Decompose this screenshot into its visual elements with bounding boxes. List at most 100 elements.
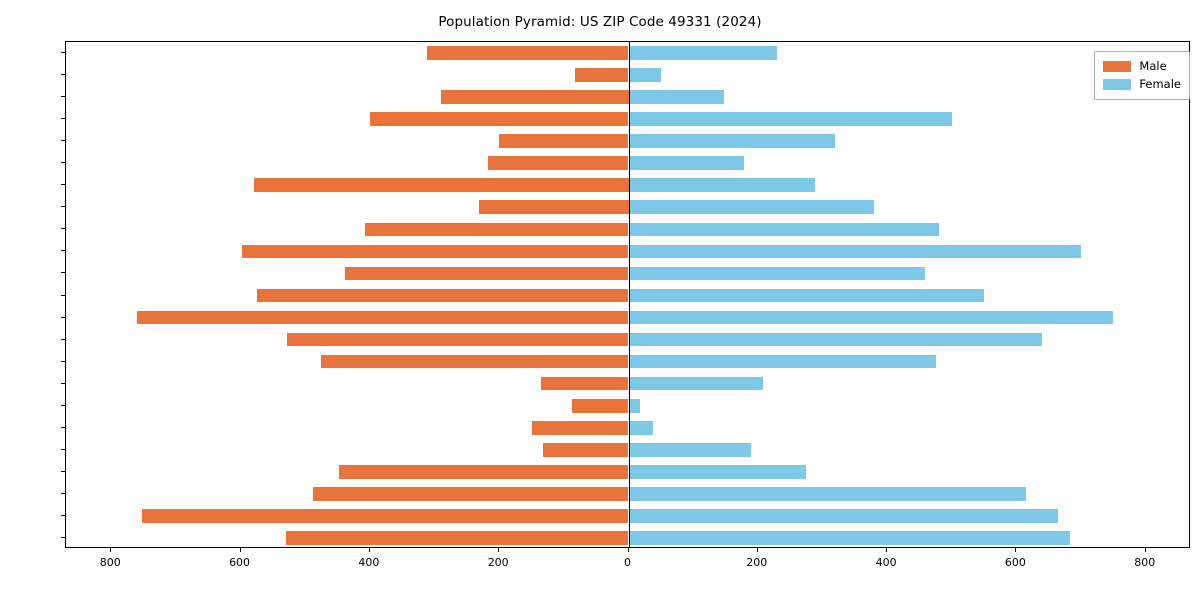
pyramid-row (66, 222, 1189, 237)
chart-legend: Male Female (1094, 51, 1190, 100)
bar-male (531, 420, 629, 435)
x-axis-tick-label: 800 (99, 556, 121, 569)
y-axis-tick-mark (61, 250, 65, 252)
y-axis-tick-mark (61, 206, 65, 208)
y-axis-tick-mark (61, 74, 65, 76)
pyramid-row (66, 244, 1189, 259)
plot-area (65, 41, 1190, 548)
zero-axis-line (628, 42, 630, 547)
x-axis-tick-mark (239, 548, 241, 552)
pyramid-row (66, 420, 1189, 435)
pyramid-row (66, 442, 1189, 457)
y-axis-tick-mark (61, 184, 65, 186)
bar-female (628, 332, 1043, 347)
y-axis-tick-mark (61, 140, 65, 142)
y-axis-tick-mark (61, 404, 65, 406)
pyramid-row (66, 68, 1189, 82)
bar-male (257, 288, 629, 303)
bar-female (628, 222, 939, 237)
bar-male (321, 354, 629, 369)
x-axis-tick-mark (886, 548, 888, 552)
bar-female (628, 200, 875, 215)
x-axis-tick-label: 800 (1134, 556, 1156, 569)
bar-male (142, 509, 629, 523)
bar-male (137, 310, 629, 325)
bar-male (571, 398, 629, 413)
legend-color-swatch (1103, 60, 1132, 72)
bar-female (628, 398, 641, 413)
x-axis-tick-label: 600 (1004, 556, 1026, 569)
x-axis-tick-mark (1015, 548, 1017, 552)
bar-male (338, 465, 629, 479)
bar-female (628, 134, 836, 149)
x-axis-tick-label: 200 (746, 556, 768, 569)
bar-female (628, 531, 1071, 545)
bar-male (312, 487, 629, 501)
x-axis-tick-label: 0 (624, 556, 631, 569)
bar-male (426, 46, 629, 60)
x-axis-tick-mark (627, 548, 629, 552)
bar-female (628, 354, 936, 369)
bar-male (364, 222, 629, 237)
bar-female (628, 156, 744, 171)
pyramid-row (66, 288, 1189, 303)
y-axis-tick-mark (61, 294, 65, 296)
bar-male (369, 112, 629, 126)
y-axis-tick-mark (61, 316, 65, 318)
y-axis-tick-mark (61, 338, 65, 340)
y-axis-tick-mark (61, 426, 65, 428)
legend-label: Female (1139, 77, 1181, 91)
y-axis-tick-mark (61, 118, 65, 120)
bar-male (478, 200, 629, 215)
pyramid-row (66, 178, 1189, 193)
bar-female (628, 68, 661, 82)
pyramid-row (66, 134, 1189, 149)
bar-male (285, 531, 629, 545)
x-axis-tick-mark (498, 548, 500, 552)
legend-label: Male (1139, 59, 1167, 73)
bar-male (241, 244, 629, 259)
y-axis-tick-mark (61, 382, 65, 384)
pyramid-row (66, 354, 1189, 369)
bar-female (628, 442, 752, 457)
bar-female (628, 90, 725, 104)
bar-female (628, 465, 807, 479)
bar-male (541, 376, 629, 391)
pyramid-row (66, 332, 1189, 347)
pyramid-row (66, 112, 1189, 126)
x-axis-tick-mark (368, 548, 370, 552)
bars-layer (66, 42, 1189, 547)
pyramid-row (66, 200, 1189, 215)
bar-female (628, 266, 925, 281)
bar-female (628, 487, 1027, 501)
bar-female (628, 178, 815, 193)
legend-entry[interactable]: Male (1103, 57, 1181, 75)
bar-female (628, 310, 1114, 325)
y-axis-tick-mark (61, 514, 65, 516)
y-axis-tick-mark (61, 492, 65, 494)
pyramid-row (66, 310, 1189, 325)
legend-entry[interactable]: Female (1103, 75, 1181, 93)
x-axis-tick-label: 400 (358, 556, 380, 569)
bar-female (628, 420, 654, 435)
pyramid-row (66, 46, 1189, 60)
pyramid-row (66, 90, 1189, 104)
x-axis-tick-label: 600 (229, 556, 251, 569)
y-axis-tick-mark (61, 96, 65, 98)
bar-female (628, 288, 985, 303)
pyramid-row (66, 509, 1189, 523)
y-axis-tick-mark (61, 470, 65, 472)
bar-male (487, 156, 629, 171)
pyramid-row (66, 266, 1189, 281)
y-axis-tick-mark (61, 52, 65, 54)
y-axis-tick-mark (61, 228, 65, 230)
pyramid-row (66, 465, 1189, 479)
x-axis-tick-mark (756, 548, 758, 552)
x-axis-tick-label: 200 (487, 556, 509, 569)
x-axis-tick-label: 400 (875, 556, 897, 569)
x-axis-tick-mark (1144, 548, 1146, 552)
y-axis-tick-mark (61, 448, 65, 450)
y-axis-tick-mark (61, 162, 65, 164)
bar-male (345, 266, 629, 281)
y-axis-tick-mark (61, 360, 65, 362)
